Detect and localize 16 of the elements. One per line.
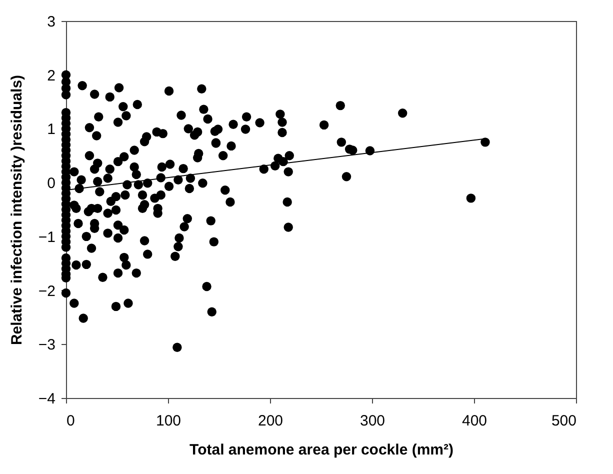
y-tick-label: −4 xyxy=(38,390,56,408)
y-axis-title: Relative infection intensity )residuals) xyxy=(8,74,26,346)
y-tick-label: 0 xyxy=(47,175,56,192)
x-axis-title: Total anemone area per cockle (mm²) xyxy=(190,442,454,458)
y-tick-label: 3 xyxy=(47,14,56,30)
y-tick-label: −3 xyxy=(38,336,56,354)
x-tick-label: 500 xyxy=(551,412,576,430)
y-tick-label: 1 xyxy=(47,121,56,138)
x-tick-label: 400 xyxy=(462,412,488,430)
y-tick-label: −1 xyxy=(38,228,56,246)
y-tick-label: 2 xyxy=(47,67,56,84)
x-tick-label: 300 xyxy=(360,412,386,430)
x-tick-label: 0 xyxy=(66,412,75,430)
x-tick-label: 100 xyxy=(156,412,182,430)
x-tick-label: 200 xyxy=(258,412,284,430)
y-tick-label: −2 xyxy=(38,282,56,300)
